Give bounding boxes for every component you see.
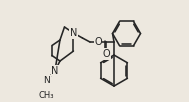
Text: O: O — [102, 49, 110, 59]
Text: N: N — [44, 76, 50, 85]
Text: O: O — [94, 37, 102, 47]
Text: CH₃: CH₃ — [39, 91, 54, 100]
Text: N: N — [70, 28, 77, 38]
Text: N: N — [51, 66, 59, 76]
